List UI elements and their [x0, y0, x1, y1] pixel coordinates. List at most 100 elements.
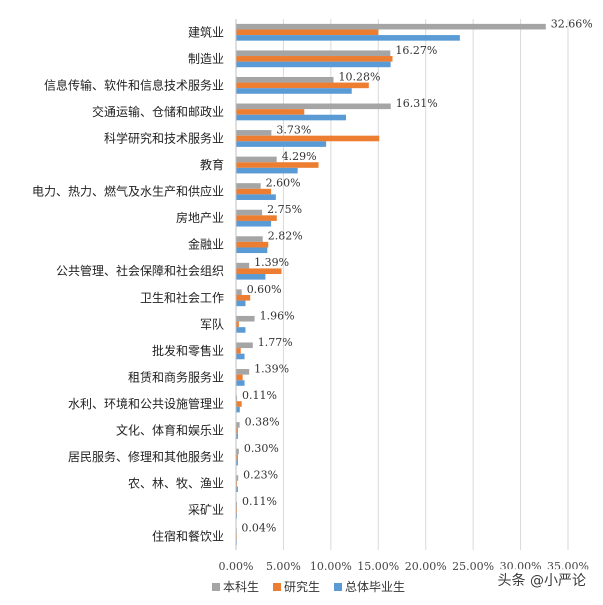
category-label: 卫生和社会工作 — [140, 290, 224, 305]
legend-label: 总体毕业生 — [345, 580, 405, 594]
bar-0 — [236, 50, 391, 57]
bar-0 — [236, 369, 250, 375]
bar-0 — [236, 236, 263, 242]
bar-2 — [236, 88, 352, 94]
legend-swatch — [273, 583, 281, 591]
bar-2 — [236, 274, 266, 280]
bar-0 — [236, 448, 239, 455]
category-label: 租赁和商务服务业 — [128, 369, 224, 384]
bar-2 — [236, 459, 238, 466]
bar-0 — [236, 76, 334, 83]
bar-1 — [236, 454, 238, 460]
bar-1 — [236, 109, 305, 115]
legend-label: 研究生 — [284, 579, 320, 594]
bar-1 — [236, 348, 241, 354]
bar-0 — [236, 156, 277, 163]
bar-1 — [236, 374, 243, 381]
bar-1 — [236, 268, 282, 275]
category-label: 金融业 — [188, 237, 224, 252]
bar-0 — [236, 23, 546, 30]
bar-2 — [236, 220, 272, 227]
bar-1 — [236, 29, 379, 36]
bar-1 — [236, 294, 251, 301]
data-label: 0.23% — [243, 469, 278, 482]
bar-1 — [236, 241, 269, 248]
bar-2 — [236, 194, 276, 200]
bar-1 — [236, 135, 380, 142]
bar-1 — [236, 82, 369, 89]
data-label: 16.27% — [395, 44, 437, 57]
bar-0 — [236, 289, 242, 295]
bar-0 — [236, 475, 239, 481]
category-label: 居民服务、修理和其他服务业 — [68, 449, 224, 464]
bar-2 — [236, 353, 245, 360]
legend-swatch — [212, 583, 220, 591]
data-label: 2.60% — [266, 177, 301, 190]
data-label: 1.39% — [254, 362, 289, 375]
x-tick-label: 15.00% — [357, 560, 399, 573]
category-label: 水利、环境和公共设施管理业 — [68, 396, 224, 411]
bar-2 — [236, 327, 246, 333]
bar-0 — [236, 422, 240, 428]
x-tick-label: 25.00% — [452, 560, 494, 573]
data-label: 4.29% — [282, 150, 317, 163]
data-label: 1.39% — [254, 256, 289, 269]
bar-0 — [236, 342, 253, 349]
x-tick-label: 20.00% — [405, 560, 447, 573]
category-label: 交通运输、仓储和邮政业 — [92, 104, 224, 119]
category-label: 军队 — [200, 316, 224, 331]
bar-1 — [236, 56, 393, 62]
bar-2 — [236, 380, 245, 386]
category-label: 科学研究和技术服务业 — [104, 130, 224, 145]
data-label: 0.04% — [241, 522, 276, 535]
bar-2 — [236, 141, 327, 147]
category-label: 制造业 — [188, 52, 224, 66]
bar-2 — [236, 61, 391, 68]
data-label: 2.75% — [267, 203, 302, 216]
category-label: 信息传输、软件和信息技术服务业 — [44, 77, 224, 92]
data-label: 32.66% — [551, 17, 593, 30]
data-label: 0.38% — [245, 416, 280, 429]
bar-1 — [236, 401, 242, 407]
data-label: 2.82% — [268, 230, 303, 243]
data-label: 0.30% — [244, 442, 279, 455]
data-label: 1.96% — [260, 309, 295, 322]
category-label: 农、林、牧、渔业 — [128, 477, 224, 491]
bar-2 — [236, 486, 238, 493]
data-label: 10.28% — [339, 70, 381, 83]
bar-1 — [236, 427, 238, 434]
bar-2 — [236, 167, 298, 174]
bar-2 — [236, 247, 268, 254]
category-label: 房地产业 — [176, 210, 224, 225]
bar-0 — [236, 315, 255, 322]
bar-1 — [236, 162, 319, 168]
bar-0 — [236, 501, 238, 508]
bar-1 — [236, 321, 239, 328]
category-label: 建筑业 — [188, 24, 224, 39]
data-label: 0.11% — [242, 389, 277, 402]
data-label: 16.31% — [396, 97, 438, 110]
category-label: 教育 — [200, 157, 224, 172]
data-label: 1.77% — [258, 336, 293, 349]
category-label: 电力、热力、燃气及水生产和供应业 — [32, 184, 224, 199]
category-label: 文化、体育和娱乐业 — [116, 423, 224, 438]
data-label: 0.60% — [247, 283, 282, 296]
watermark: 头条 @小严论 — [494, 569, 589, 591]
bar-0 — [236, 262, 250, 269]
bar-0 — [236, 103, 391, 110]
bar-2 — [236, 35, 460, 41]
bar-2 — [236, 406, 240, 413]
bar-0 — [236, 130, 272, 136]
legend-label: 本科生 — [223, 580, 259, 594]
bar-2 — [236, 114, 347, 121]
category-label: 采矿业 — [188, 503, 224, 517]
bar-1 — [236, 215, 277, 221]
category-label: 公共管理、社会保障和社会组织 — [56, 263, 224, 278]
bar-2 — [236, 433, 238, 439]
x-tick-label: 0.00% — [219, 560, 254, 573]
data-label: 3.73% — [276, 123, 311, 136]
category-label: 住宿和餐饮业 — [152, 529, 224, 544]
category-label: 批发和零售业 — [152, 343, 224, 358]
